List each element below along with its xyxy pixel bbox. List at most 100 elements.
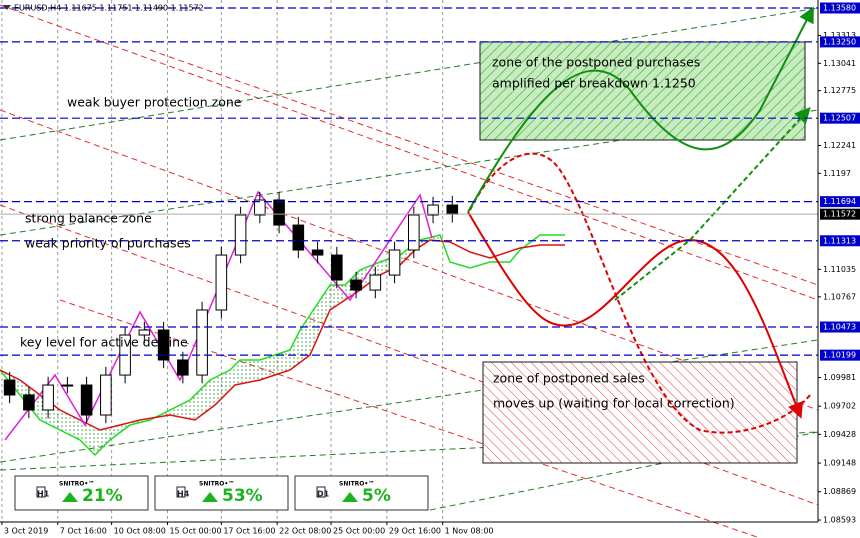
- y-tick-label: 1.10767: [823, 292, 856, 301]
- header-icon: [3, 5, 11, 10]
- annotation: strong balance zone: [25, 211, 152, 226]
- candle-body: [254, 199, 266, 216]
- indicator-icon: [36, 486, 46, 498]
- levels-layer: [0, 7, 818, 356]
- zigzag: [4, 190, 433, 441]
- level-label: 1.10199: [823, 351, 856, 360]
- level-label: 1.11313: [823, 236, 856, 245]
- candle-body: [177, 359, 189, 376]
- last-price-box: [820, 208, 860, 220]
- indicator-icon: [176, 486, 186, 498]
- candle-body: [369, 274, 382, 291]
- annotation: moves up (waiting for local correction): [493, 396, 735, 411]
- candle-body: [100, 374, 112, 416]
- annotation: weak priority of purchases: [25, 236, 191, 251]
- senkou-line: [0, 234, 565, 457]
- chart-title: EURUSD,H4 1.11675 1.11751 1.11490 1.1157…: [14, 4, 204, 13]
- y-tick-label: 1.13041: [823, 59, 856, 68]
- level-label-box: [820, 112, 860, 124]
- indicator-brand: SNITRO•™: [339, 481, 374, 488]
- channels: [0, 4, 819, 538]
- candle-body: [273, 199, 285, 226]
- y-tick-label: 1.12775: [823, 86, 856, 95]
- candle-body: [3, 379, 16, 396]
- level-label: 1.12507: [823, 114, 856, 123]
- candle-body: [350, 279, 362, 291]
- candle-body: [215, 254, 228, 311]
- x-tick-label: 3 Oct 2019: [4, 527, 48, 536]
- forecasts: [467, 6, 814, 434]
- y-tick-label: 1.09148: [823, 459, 856, 468]
- candle-body: [388, 249, 401, 276]
- candle-body: [446, 204, 459, 215]
- annotation: zone of the postponed purchases: [492, 55, 700, 70]
- indicator-arrow: [202, 492, 218, 502]
- y-tick-label: 1.12241: [823, 141, 856, 150]
- x-tick-label: 15 Oct 00:00: [169, 527, 221, 536]
- y-tick-label: 1.08869: [823, 487, 856, 496]
- level-label: 1.10473: [823, 323, 856, 332]
- indicator-arrow: [62, 492, 78, 502]
- y-tick-label: 1.11035: [823, 265, 856, 274]
- indicator-arrow: [342, 492, 358, 502]
- indicator-timeframe: H1: [37, 490, 50, 499]
- candle-body: [157, 329, 170, 361]
- kijun-line: [0, 239, 565, 431]
- indicator-timeframe: H4: [177, 490, 190, 499]
- candle-body: [408, 214, 420, 251]
- annotation: key level for active decline: [20, 335, 188, 350]
- annotation: zone of postponed sales: [493, 371, 645, 386]
- indicator-icon: [316, 486, 326, 498]
- y-tick-label: 1.1197: [823, 169, 851, 178]
- x-tick-label: 10 Oct 08:00: [114, 527, 166, 536]
- x-tick-label: 7 Oct 16:00: [60, 527, 107, 536]
- x-tick-label: 29 Oct 16:00: [389, 527, 441, 536]
- candle-body: [138, 329, 151, 336]
- annotation: amplified per breakdown 1.1250: [492, 76, 696, 91]
- candle-body: [427, 204, 439, 216]
- y-tick-label: 1.08593: [823, 516, 856, 525]
- candle-body: [311, 249, 324, 256]
- y-tick-label: 1.09702: [823, 402, 856, 411]
- candle-body: [80, 384, 93, 416]
- level-label: 1.11694: [823, 197, 856, 206]
- indicator-change: 21%: [82, 486, 123, 506]
- annotation: weak buyer protection zone: [67, 95, 242, 110]
- y-tick-label: 1.13313: [823, 31, 856, 40]
- indicator-brand: SNITRO•™: [59, 481, 94, 488]
- level-label: 1.13580: [823, 4, 856, 13]
- y-tick-label: 1.09428: [823, 430, 856, 439]
- level-label-box: [820, 196, 860, 208]
- indicator-brand: SNITRO•™: [199, 481, 234, 488]
- level-label-box: [820, 235, 860, 247]
- x-tick-label: 22 Oct 08:00: [279, 527, 331, 536]
- y-tick-label: 1.09981: [823, 373, 856, 382]
- level-label-box: [820, 2, 860, 14]
- sell-zone: [482, 361, 798, 464]
- x-tick-label: 25 Oct 00:00: [333, 527, 385, 536]
- last-price-label: 1.11572: [823, 210, 856, 219]
- level-label: 1.13250: [823, 37, 856, 46]
- x-tick-label: 1 Nov 08:00: [445, 527, 494, 536]
- candle-body: [331, 254, 343, 281]
- cloud: [0, 235, 450, 455]
- x-tick-label: 17 Oct 16:00: [223, 527, 275, 536]
- level-label-box: [820, 349, 860, 361]
- indicator-change: 5%: [362, 486, 391, 506]
- candle-body: [23, 394, 35, 411]
- indicator-change: 53%: [222, 486, 263, 506]
- grid-layer: [1, 0, 444, 522]
- candle-body: [196, 309, 208, 376]
- candle-body: [234, 214, 247, 256]
- level-label-box: [820, 36, 860, 48]
- candle-body: [42, 384, 54, 411]
- level-label-box: [820, 321, 860, 333]
- candle-body: [292, 224, 305, 251]
- candle-body: [61, 384, 74, 387]
- indicator-timeframe: D1: [317, 490, 330, 499]
